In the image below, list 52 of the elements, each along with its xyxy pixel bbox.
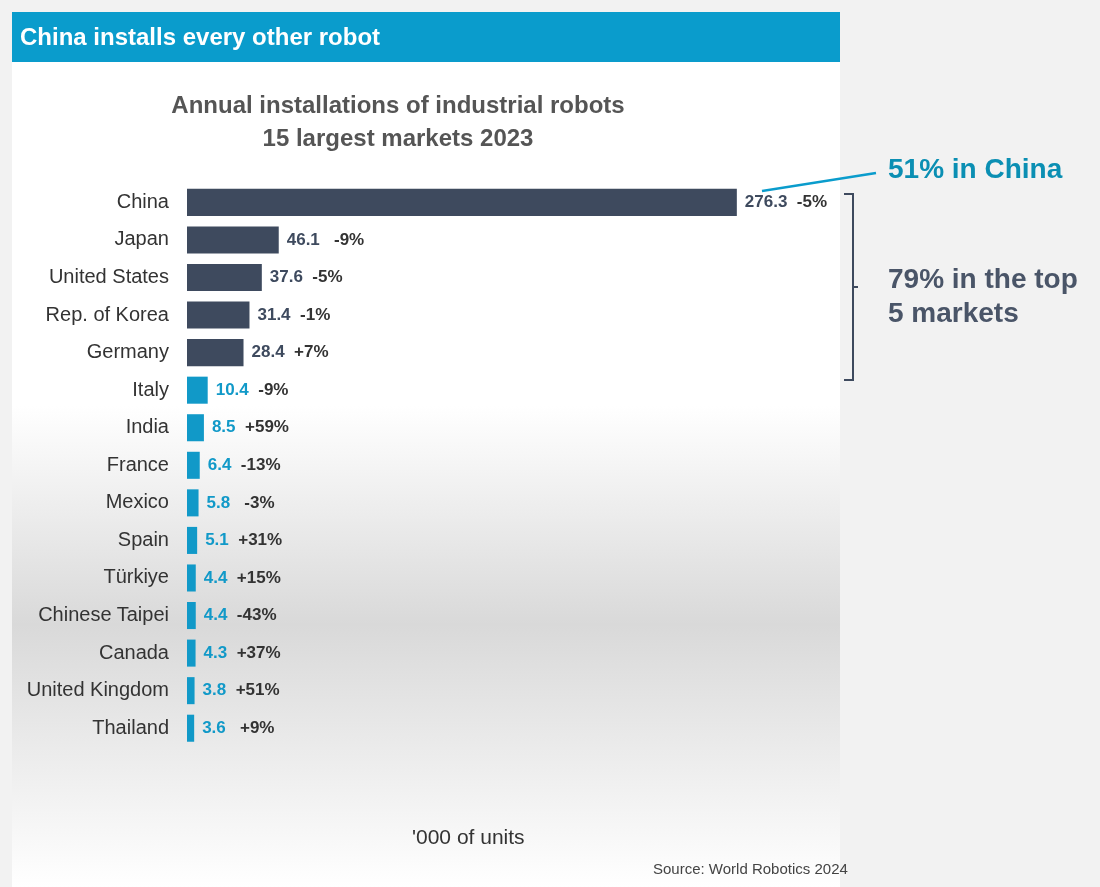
- bar: [187, 677, 195, 705]
- y-tick-label: Chinese Taipei: [38, 603, 169, 626]
- bar: [187, 564, 196, 592]
- data-label: 31.4 -1%: [257, 304, 331, 324]
- bar: [187, 188, 737, 216]
- y-tick-label: Canada: [98, 640, 170, 663]
- chart-title: Annual installations of industrial robots: [171, 91, 625, 119]
- data-label: 28.4 +7%: [251, 342, 329, 362]
- data-label: 4.3 +37%: [203, 642, 281, 662]
- bar: [187, 263, 262, 292]
- data-label: 4.4 -43%: [203, 605, 277, 625]
- y-tick-label: Germany: [86, 340, 169, 363]
- data-label: 5.1 +31%: [205, 530, 283, 550]
- bar: [187, 376, 208, 404]
- data-label: 8.5 +59%: [211, 417, 289, 437]
- y-tick-label: India: [125, 415, 170, 438]
- y-tick-label: France: [106, 452, 169, 475]
- bar: [187, 451, 200, 479]
- bar: [187, 339, 244, 367]
- y-tick-label: Mexico: [105, 490, 169, 513]
- text: China installs every other robot: [12, 12, 840, 62]
- bar: [187, 526, 198, 554]
- source-note: Source: World Robotics 2024: [653, 860, 848, 877]
- data-label: 37.6 -5%: [269, 267, 343, 287]
- chart-subtitle: 15 largest markets 2023: [262, 123, 534, 151]
- data-label: 46.1 -9%: [286, 229, 365, 249]
- data-label: 5.8 -3%: [206, 492, 275, 512]
- text: 51% in China: [888, 153, 1063, 185]
- bar: [187, 226, 279, 254]
- data-label: 6.4 -13%: [207, 454, 281, 474]
- data-label: 276.3 -5%: [744, 192, 828, 212]
- x-axis-title: '000 of units: [412, 825, 525, 849]
- y-tick-label: Japan: [114, 227, 169, 250]
- data-label: 4.4 +15%: [203, 567, 281, 587]
- y-tick-label: China: [116, 189, 170, 212]
- y-tick-label: Türkiye: [103, 565, 169, 588]
- y-tick-label: Thailand: [92, 715, 169, 738]
- text: 79% in the top 5 markets: [888, 262, 1079, 330]
- data-label: 3.8 +51%: [202, 680, 280, 700]
- bar: [187, 714, 195, 742]
- bar: [187, 489, 199, 517]
- bar: [187, 414, 204, 442]
- y-tick-label: United Kingdom: [26, 678, 169, 701]
- y-tick-label: United States: [48, 265, 169, 288]
- data-label: 10.4 -9%: [215, 379, 289, 399]
- bar: [187, 301, 250, 329]
- y-tick-label: Rep. of Korea: [45, 302, 170, 325]
- y-tick-label: Italy: [132, 377, 169, 400]
- y-tick-label: Spain: [117, 527, 169, 550]
- data-label: 3.6 +9%: [202, 717, 275, 737]
- bar: [187, 639, 196, 667]
- bar: [187, 602, 196, 630]
